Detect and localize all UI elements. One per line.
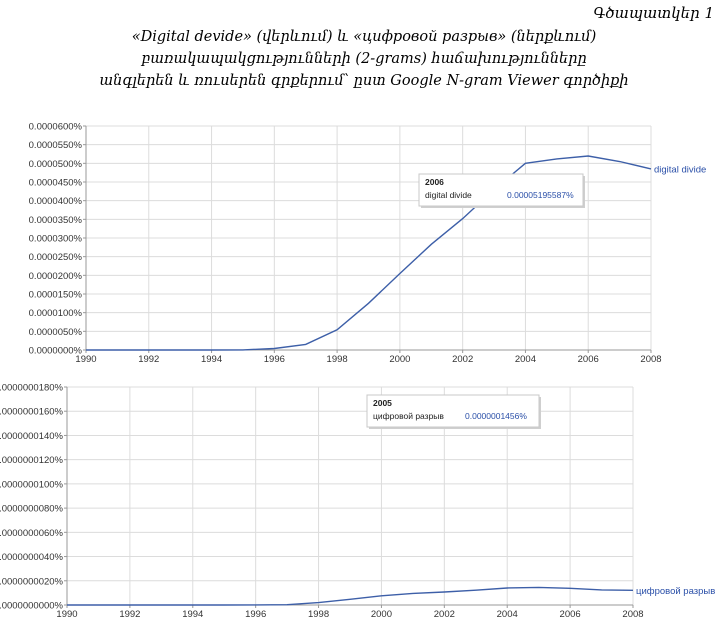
x-tick-label: 2000 [389, 354, 410, 365]
x-tick-label: 1992 [138, 354, 159, 365]
y-tick-label: 0.0000200% [29, 271, 83, 282]
y-tick-label: 0.0000300% [29, 234, 83, 245]
y-tick-label: 0.0000000180% [0, 383, 64, 394]
caption-line-2: բառակապակցությունների (2-grams) հաճախութ… [141, 51, 587, 67]
x-tick-label: 1990 [75, 354, 96, 365]
y-tick-label: 0.0000000100% [0, 479, 64, 490]
x-tick-label: 2002 [452, 354, 473, 365]
tooltip-year: 2006 [425, 177, 444, 187]
y-tick-label: 0.0000100% [29, 308, 83, 319]
chart-tsifrovoy-razryv: 1990 1992 1994 1996 1998 2000 2002 2004 2006 2008… [0, 383, 715, 621]
y-tick-label: 0.0000000140% [0, 431, 64, 442]
tooltip: 2005 цифровой разрыв 0.0000001456% [366, 394, 541, 429]
figure-label: Գծապատկեր 1 [593, 4, 714, 22]
tooltip-series-name: digital divide [425, 190, 472, 200]
caption-line-1: «Digital devide» (վերևում) և «цифровой р… [131, 29, 597, 45]
x-tick-label: 1996 [264, 354, 285, 365]
series-label: цифровой разрыв [636, 586, 715, 597]
x-tick-label: 1994 [182, 609, 203, 620]
tooltip-box [366, 394, 540, 428]
x-tick-label: 1998 [327, 354, 348, 365]
y-tick-label: 0.0000000080% [0, 504, 64, 515]
y-tick-label: 0.0000450% [29, 178, 83, 189]
tooltip-value: 0.00005195587% [507, 190, 574, 200]
x-tick-label: 2006 [560, 609, 581, 620]
y-tick-label: 0.0000150% [29, 290, 83, 301]
y-tick-label: 0.0000350% [29, 215, 83, 226]
series-label: digital divide [654, 164, 706, 175]
series-line [67, 586, 634, 606]
y-tick-label: 0.0000250% [29, 252, 83, 263]
x-tick-label: 2000 [371, 609, 392, 620]
chart-digital-divide: 1990 1992 1994 1996 1998 2000 2002 2004 2006 2008… [29, 122, 707, 366]
y-tick-label: 0.0000500% [29, 159, 83, 170]
tooltip: 2006 digital divide 0.00005195587% [418, 173, 585, 208]
y-tick-label: 0.0000000020% [0, 576, 64, 587]
y-tick-label: 0.0000000120% [0, 455, 64, 466]
y-tick-label: 0.0000000040% [0, 552, 64, 563]
y-tick-label: 0.0000550% [29, 140, 83, 151]
x-tick-label: 1990 [56, 609, 77, 620]
y-tick-label: 0.0000000060% [0, 528, 64, 539]
y-tick-label: 0.0000000160% [0, 407, 64, 418]
y-tick-label: 0.0000000% [29, 346, 83, 357]
tooltip-value: 0.0000001456% [465, 411, 527, 421]
x-tick-label: 2002 [434, 609, 455, 620]
x-tick-label: 1996 [245, 609, 266, 620]
series-line [86, 155, 652, 351]
x-tick-label: 1992 [119, 609, 140, 620]
x-tick-label: 1998 [308, 609, 329, 620]
x-tick-label: 2008 [640, 354, 661, 365]
tooltip-year: 2005 [373, 398, 392, 408]
y-tick-label: 0.0000400% [29, 196, 83, 207]
y-tick-label: 0.0000600% [29, 122, 83, 133]
x-tick-label: 1994 [201, 354, 222, 365]
x-tick-label: 2004 [497, 609, 518, 620]
tooltip-box [418, 173, 584, 207]
x-tick-label: 2006 [578, 354, 599, 365]
tooltip-series-name: цифровой разрыв [373, 411, 444, 421]
y-tick-label: 0.0000050% [29, 327, 83, 338]
x-tick-label: 2008 [622, 609, 643, 620]
x-tick-label: 2004 [515, 354, 536, 365]
caption-line-3: անգլերեն և ռուսերեն գրքերում՝ ըստ Google… [99, 73, 629, 89]
y-tick-label: 0.0000000000% [0, 601, 64, 612]
